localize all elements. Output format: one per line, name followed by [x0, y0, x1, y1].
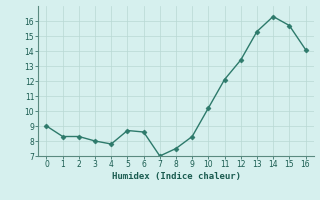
X-axis label: Humidex (Indice chaleur): Humidex (Indice chaleur): [111, 172, 241, 181]
